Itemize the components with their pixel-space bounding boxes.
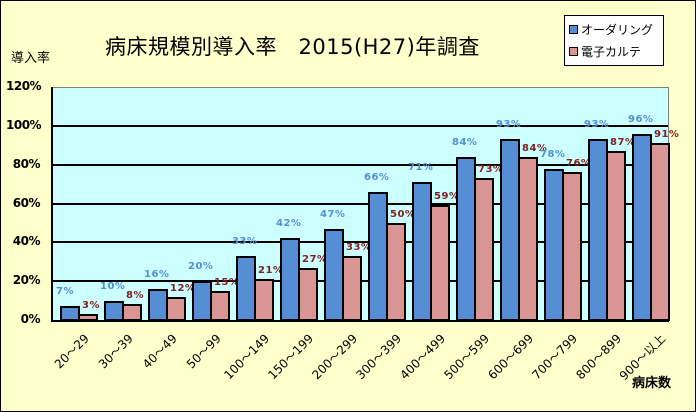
x-axis-label: 病床数 — [632, 376, 672, 391]
y-tick-label: 40% — [12, 234, 41, 249]
data-label: 42% — [276, 218, 302, 229]
bar-emr — [518, 157, 538, 321]
data-label: 87% — [610, 137, 636, 148]
data-label: 96% — [628, 114, 654, 125]
x-tick — [404, 316, 405, 321]
x-tick — [360, 316, 361, 321]
x-tick — [492, 316, 493, 321]
bar-emr — [210, 291, 230, 321]
data-label: 33% — [232, 236, 258, 247]
bar-emr — [430, 205, 450, 321]
data-label: 27% — [302, 254, 328, 265]
legend-swatch-pink-icon — [569, 47, 578, 56]
x-tick — [184, 316, 185, 321]
legend-label: 電子カルテ — [581, 45, 642, 59]
bar-emr — [562, 172, 582, 321]
legend-swatch-blue-icon — [569, 25, 578, 34]
bar-ordering — [456, 157, 476, 321]
bar-emr — [606, 151, 626, 321]
y-tick-label: 100% — [6, 117, 42, 132]
data-label: 73% — [478, 164, 504, 175]
x-tick — [140, 316, 141, 321]
bar-ordering — [588, 139, 608, 321]
bar-emr — [650, 143, 670, 321]
x-tick — [580, 316, 581, 321]
y-tick-label: 60% — [12, 195, 41, 210]
bar-ordering — [544, 169, 564, 321]
bar-ordering — [192, 281, 212, 321]
data-label: 21% — [258, 265, 284, 276]
legend-item-ordering: オーダリング — [569, 21, 653, 38]
data-label: 76% — [566, 158, 592, 169]
bar-emr — [474, 178, 494, 321]
bar-ordering — [632, 134, 652, 321]
x-tick — [536, 316, 537, 321]
data-label: 93% — [496, 119, 522, 130]
bar-emr — [298, 268, 318, 321]
data-label: 12% — [170, 283, 196, 294]
y-axis-label: 導入率 — [11, 51, 51, 66]
bar-emr — [166, 297, 186, 321]
legend: オーダリング 電子カルテ — [564, 15, 664, 66]
legend-item-emr: 電子カルテ — [569, 43, 641, 60]
data-label: 84% — [522, 143, 548, 154]
data-label: 8% — [126, 290, 144, 301]
bar-ordering — [500, 139, 520, 321]
y-tick-label: 20% — [12, 273, 41, 288]
bar-ordering — [104, 301, 124, 321]
data-label: 93% — [584, 119, 610, 130]
data-label: 50% — [390, 209, 416, 220]
bar-emr — [386, 223, 406, 321]
bar-emr — [122, 304, 142, 321]
data-label: 15% — [214, 277, 240, 288]
gridline — [52, 163, 668, 166]
data-label: 78% — [540, 149, 566, 160]
data-label: 10% — [100, 281, 126, 292]
bar-ordering — [60, 306, 80, 321]
data-label: 66% — [364, 172, 390, 183]
bar-emr — [342, 256, 362, 321]
data-label: 59% — [434, 191, 460, 202]
gridline — [52, 124, 668, 127]
bar-ordering — [412, 182, 432, 321]
x-tick — [624, 316, 625, 321]
bar-ordering — [236, 256, 256, 321]
x-tick — [448, 316, 449, 321]
x-tick — [272, 316, 273, 321]
data-label: 33% — [346, 242, 372, 253]
gridline — [52, 202, 668, 205]
bar-ordering — [324, 229, 344, 321]
bar-ordering — [148, 289, 168, 321]
data-label: 71% — [408, 162, 434, 173]
y-tick-label: 0% — [20, 312, 41, 326]
bar-ordering — [368, 192, 388, 321]
legend-label: オーダリング — [581, 23, 654, 37]
y-tick-label: 80% — [12, 156, 41, 171]
data-label: 16% — [144, 269, 170, 280]
gridline — [52, 241, 668, 244]
data-label: 91% — [654, 129, 680, 140]
x-tick — [96, 316, 97, 321]
x-tick — [316, 316, 317, 321]
x-tick — [228, 316, 229, 321]
x-axis — [51, 320, 669, 322]
chart-title: 病床規模別導入率 2015(H27)年調査 — [105, 35, 480, 59]
y-tick-label: 120% — [6, 79, 42, 93]
bar-emr — [78, 314, 98, 321]
data-label: 84% — [452, 137, 478, 148]
data-label: 7% — [56, 286, 74, 297]
data-label: 47% — [320, 209, 346, 220]
data-label: 3% — [82, 300, 100, 311]
data-label: 20% — [188, 261, 214, 272]
bar-emr — [254, 279, 274, 321]
bar-ordering — [280, 238, 300, 321]
